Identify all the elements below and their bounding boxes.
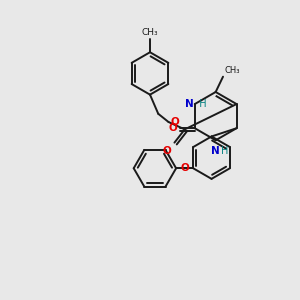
Text: CH₃: CH₃ [224, 66, 240, 75]
Text: CH₃: CH₃ [142, 28, 158, 37]
Text: H: H [193, 99, 207, 109]
Text: N: N [211, 146, 220, 156]
Text: N: N [184, 99, 193, 109]
Text: O: O [180, 163, 189, 173]
Text: H: H [221, 146, 228, 156]
Text: O: O [169, 123, 178, 133]
Text: O: O [163, 146, 172, 156]
Text: O: O [171, 117, 179, 127]
